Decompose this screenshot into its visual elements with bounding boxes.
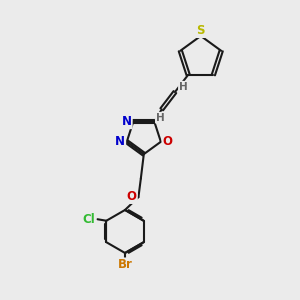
Text: O: O bbox=[162, 135, 172, 148]
Text: O: O bbox=[127, 190, 137, 203]
Text: H: H bbox=[156, 113, 165, 123]
Text: Br: Br bbox=[118, 258, 132, 272]
Text: Cl: Cl bbox=[83, 213, 95, 226]
Text: S: S bbox=[196, 24, 205, 37]
Text: N: N bbox=[122, 115, 132, 128]
Text: N: N bbox=[115, 135, 125, 148]
Text: H: H bbox=[179, 82, 188, 92]
